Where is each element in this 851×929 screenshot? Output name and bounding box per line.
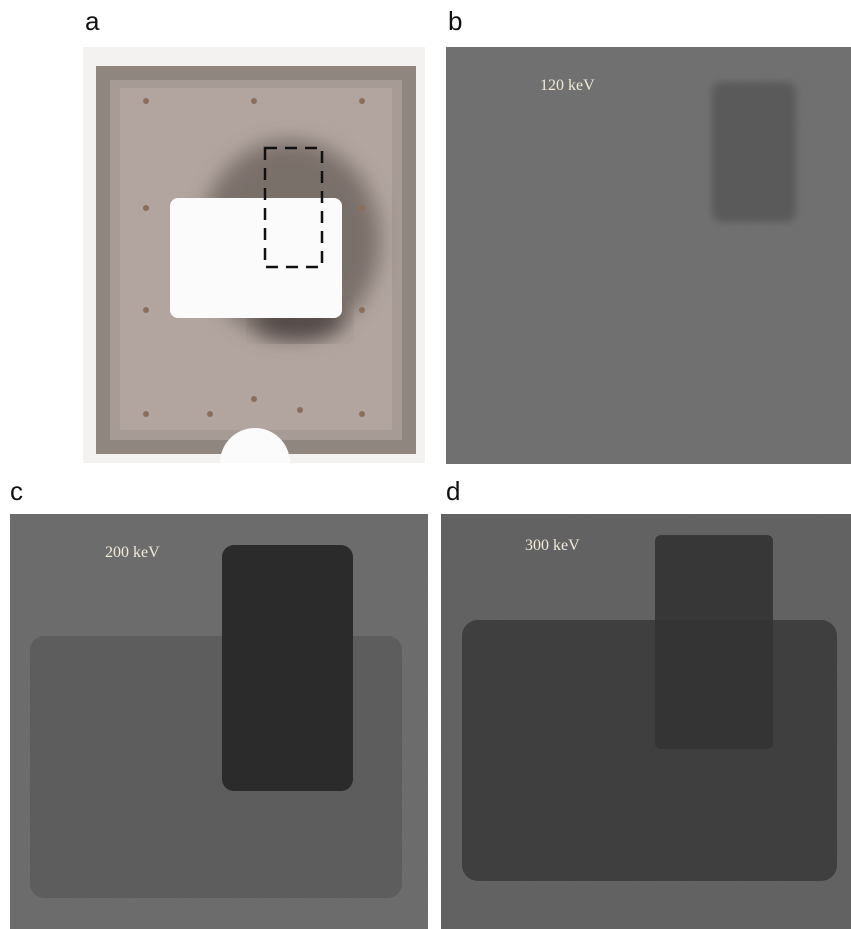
energy-annotation: 200 keV xyxy=(105,544,160,561)
panel-label: a xyxy=(85,6,100,36)
photo-plate xyxy=(83,47,425,463)
xray-image xyxy=(446,47,851,464)
xray-image xyxy=(10,514,428,929)
panel-label: d xyxy=(446,476,460,506)
panel-label: c xyxy=(10,476,23,506)
xray-image xyxy=(441,514,851,929)
figure: a b 120 keV c 200 keV d xyxy=(0,0,851,929)
energy-annotation: 300 keV xyxy=(525,537,580,554)
panel-label: b xyxy=(448,6,462,36)
energy-annotation: 120 keV xyxy=(540,77,595,94)
